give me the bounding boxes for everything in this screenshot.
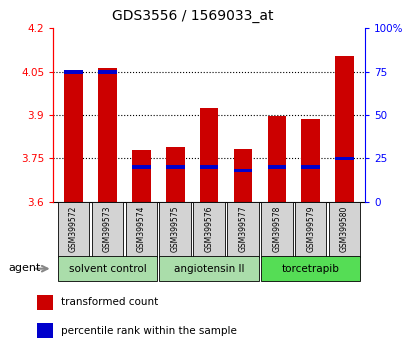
Text: GSM399572: GSM399572 (69, 206, 78, 252)
Bar (98, 68, 117, 202)
Bar (233, 169, 252, 172)
Bar (37, 295, 53, 310)
Text: percentile rank within the sample: percentile rank within the sample (61, 326, 237, 336)
Bar (301, 165, 319, 169)
Text: GDS3556 / 1569033_at: GDS3556 / 1569033_at (112, 9, 273, 23)
Bar (335, 56, 353, 202)
Bar (166, 147, 184, 202)
Text: GSM399578: GSM399578 (272, 206, 281, 252)
Text: angiotensin II: angiotensin II (173, 264, 244, 274)
FancyBboxPatch shape (58, 256, 157, 281)
Bar (64, 72, 83, 202)
Text: GSM399580: GSM399580 (339, 206, 348, 252)
Text: GSM399577: GSM399577 (238, 206, 247, 252)
Text: solvent control: solvent control (68, 264, 146, 274)
Text: GSM399574: GSM399574 (137, 206, 146, 252)
FancyBboxPatch shape (294, 202, 326, 257)
FancyBboxPatch shape (159, 202, 191, 257)
FancyBboxPatch shape (227, 202, 258, 257)
FancyBboxPatch shape (159, 256, 258, 281)
Text: transformed count: transformed count (61, 297, 158, 307)
Bar (267, 116, 285, 202)
FancyBboxPatch shape (58, 202, 89, 257)
FancyBboxPatch shape (261, 256, 360, 281)
Bar (301, 119, 319, 202)
Text: GSM399573: GSM399573 (103, 206, 112, 252)
Text: GSM399575: GSM399575 (170, 206, 179, 252)
Bar (132, 165, 151, 169)
Text: GSM399576: GSM399576 (204, 206, 213, 252)
FancyBboxPatch shape (261, 202, 292, 257)
Bar (98, 70, 117, 74)
Bar (233, 149, 252, 202)
Text: GSM399579: GSM399579 (306, 206, 315, 252)
FancyBboxPatch shape (125, 202, 157, 257)
Bar (37, 323, 53, 338)
FancyBboxPatch shape (193, 202, 224, 257)
Bar (335, 156, 353, 160)
Bar (64, 70, 83, 74)
Text: agent: agent (8, 263, 40, 273)
Bar (267, 165, 285, 169)
Bar (199, 108, 218, 202)
Bar (199, 165, 218, 169)
FancyBboxPatch shape (328, 202, 360, 257)
Text: torcetrapib: torcetrapib (281, 264, 339, 274)
Bar (132, 150, 151, 202)
FancyBboxPatch shape (92, 202, 123, 257)
Bar (166, 165, 184, 169)
